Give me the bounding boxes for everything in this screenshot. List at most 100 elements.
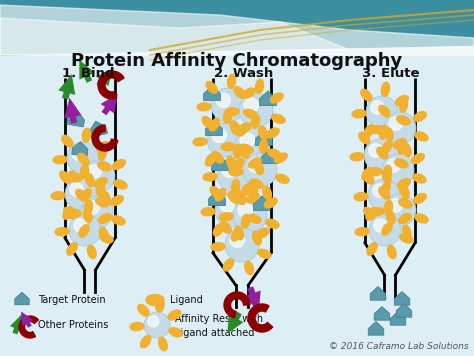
Ellipse shape (264, 198, 277, 208)
Ellipse shape (223, 258, 234, 271)
Circle shape (389, 199, 402, 212)
Ellipse shape (367, 243, 377, 255)
Ellipse shape (233, 159, 244, 171)
Circle shape (233, 198, 267, 232)
Ellipse shape (387, 245, 396, 259)
Ellipse shape (138, 304, 149, 316)
Ellipse shape (272, 114, 285, 123)
Ellipse shape (79, 225, 89, 237)
Polygon shape (227, 312, 243, 334)
Polygon shape (254, 196, 270, 211)
Ellipse shape (399, 214, 411, 224)
Polygon shape (224, 292, 250, 318)
Ellipse shape (82, 128, 91, 142)
Circle shape (72, 147, 85, 160)
Ellipse shape (415, 214, 428, 223)
Ellipse shape (65, 171, 75, 183)
Ellipse shape (258, 249, 271, 258)
Polygon shape (396, 304, 412, 317)
Ellipse shape (63, 207, 73, 219)
Ellipse shape (386, 210, 395, 224)
Polygon shape (390, 312, 406, 325)
Ellipse shape (253, 231, 262, 245)
Ellipse shape (94, 178, 107, 187)
Circle shape (65, 178, 97, 210)
Circle shape (216, 93, 230, 108)
Circle shape (382, 154, 414, 186)
Ellipse shape (248, 158, 261, 168)
Circle shape (235, 128, 269, 162)
Ellipse shape (393, 138, 406, 148)
Ellipse shape (377, 147, 388, 159)
Circle shape (225, 228, 259, 262)
Ellipse shape (259, 139, 268, 153)
Circle shape (69, 214, 101, 246)
Ellipse shape (355, 228, 369, 236)
Ellipse shape (399, 199, 412, 208)
Ellipse shape (64, 207, 75, 219)
Ellipse shape (193, 138, 207, 146)
Ellipse shape (62, 135, 73, 147)
Ellipse shape (205, 154, 216, 166)
Ellipse shape (246, 193, 259, 203)
Ellipse shape (395, 159, 408, 168)
Ellipse shape (85, 173, 94, 187)
Ellipse shape (235, 226, 244, 240)
Circle shape (211, 88, 245, 122)
Polygon shape (260, 91, 276, 106)
Ellipse shape (96, 198, 109, 207)
Ellipse shape (402, 225, 411, 239)
Ellipse shape (276, 174, 289, 183)
Ellipse shape (399, 98, 408, 112)
Ellipse shape (382, 223, 392, 235)
Ellipse shape (370, 208, 384, 216)
Ellipse shape (223, 109, 232, 123)
Polygon shape (374, 307, 390, 320)
Circle shape (243, 153, 277, 187)
Ellipse shape (265, 219, 279, 228)
Ellipse shape (228, 192, 239, 203)
Ellipse shape (402, 143, 411, 157)
Ellipse shape (259, 126, 267, 140)
Ellipse shape (203, 173, 217, 181)
Circle shape (86, 201, 99, 214)
Circle shape (217, 158, 251, 192)
Ellipse shape (366, 208, 376, 220)
Ellipse shape (231, 179, 240, 193)
Ellipse shape (87, 245, 96, 259)
Ellipse shape (230, 122, 241, 133)
Circle shape (148, 316, 159, 327)
Ellipse shape (364, 125, 374, 137)
Ellipse shape (100, 227, 108, 241)
Polygon shape (96, 68, 113, 87)
Circle shape (239, 93, 273, 127)
Circle shape (220, 198, 234, 213)
Polygon shape (15, 292, 29, 305)
Ellipse shape (146, 294, 164, 305)
Circle shape (384, 112, 416, 144)
Ellipse shape (234, 87, 245, 98)
Ellipse shape (67, 210, 81, 218)
Ellipse shape (240, 144, 253, 153)
Text: 1. Bind: 1. Bind (62, 67, 115, 80)
Circle shape (368, 179, 400, 211)
Ellipse shape (225, 108, 239, 116)
Ellipse shape (99, 214, 111, 224)
Circle shape (222, 163, 237, 177)
Polygon shape (244, 286, 261, 312)
Ellipse shape (231, 121, 239, 135)
Circle shape (366, 96, 398, 128)
Ellipse shape (98, 146, 107, 160)
Circle shape (240, 133, 255, 147)
Text: © 2016 Caframo Lab Solutions: © 2016 Caframo Lab Solutions (329, 342, 469, 351)
Ellipse shape (359, 132, 370, 144)
Circle shape (369, 214, 401, 246)
Ellipse shape (76, 189, 87, 201)
Ellipse shape (266, 128, 279, 138)
Ellipse shape (197, 103, 211, 111)
Polygon shape (92, 125, 118, 151)
Circle shape (387, 159, 400, 172)
Polygon shape (248, 304, 273, 332)
Ellipse shape (364, 207, 375, 219)
Polygon shape (368, 321, 384, 335)
